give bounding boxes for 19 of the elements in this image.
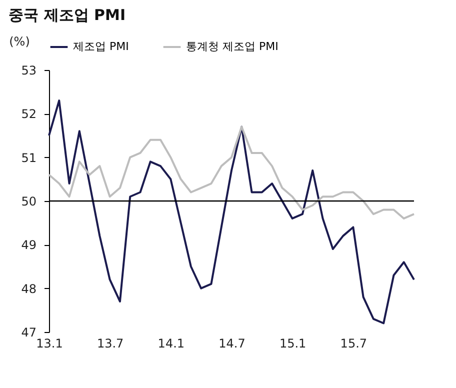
x-tick-label: 14.1 [158,336,185,350]
y-tick-label: 53 [21,64,36,78]
y-axis-title: (%) [9,34,30,48]
y-tick-label: 49 [21,238,36,252]
y-tick-label: 47 [21,326,36,340]
x-tick-label: 15.7 [340,336,368,350]
y-tick-label: 52 [21,107,36,122]
legend-label: 통계청 제조업 PMI [186,40,278,53]
chart-title: 중국 제조업 PMI [8,6,126,24]
x-tick-label: 13.1 [36,336,63,350]
x-tick-label: 13.7 [96,336,124,350]
x-tick-label: 15.1 [279,336,306,350]
x-tick-label: 14.7 [218,336,246,350]
y-tick-label: 48 [21,282,36,296]
y-tick-label: 50 [21,194,36,208]
y-tick-label: 51 [21,150,36,165]
line-series [48,100,415,324]
line-series [48,126,415,220]
legend-label: 제조업 PMI [73,40,129,53]
